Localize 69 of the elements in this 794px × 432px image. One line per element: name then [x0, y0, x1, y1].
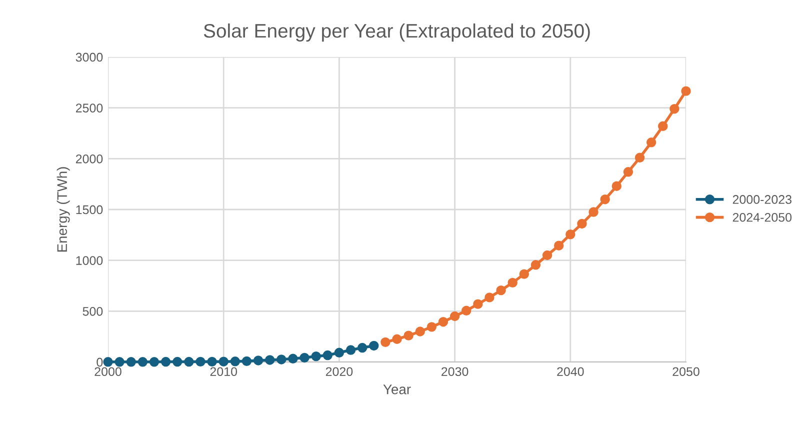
point	[218, 356, 228, 366]
point	[670, 104, 680, 114]
point	[496, 285, 506, 296]
point	[311, 351, 321, 362]
chart-title: Solar Energy per Year (Extrapolated to 2050)	[204, 23, 590, 42]
y-axis-title: Energy (TWh)	[56, 167, 70, 252]
point	[554, 240, 564, 250]
point	[103, 357, 113, 367]
point	[450, 311, 460, 322]
point	[334, 348, 344, 358]
y-tick-label: 1000	[76, 256, 103, 265]
y-tick-label: 0	[96, 358, 103, 367]
point	[346, 345, 356, 355]
point	[357, 342, 368, 353]
point	[600, 194, 610, 204]
point	[172, 356, 182, 367]
point	[623, 167, 634, 177]
y-tick-label: 3000	[76, 52, 103, 62]
y-tick-label: 2500	[76, 104, 103, 112]
point	[612, 181, 622, 191]
point	[681, 86, 691, 96]
point	[230, 356, 240, 366]
x-tick-label: 2040	[557, 367, 584, 376]
point	[264, 355, 275, 365]
y-tick-label: 2000	[76, 154, 103, 164]
point	[114, 357, 124, 367]
point	[566, 230, 576, 240]
point	[126, 357, 136, 367]
point	[646, 138, 656, 148]
point	[588, 207, 598, 217]
point	[634, 152, 645, 163]
point	[380, 337, 390, 348]
point	[462, 306, 472, 316]
point	[242, 356, 252, 366]
point	[149, 357, 160, 367]
point	[519, 269, 530, 279]
x-tick-label: 2050	[672, 367, 700, 376]
x-tick-label: 2020	[326, 367, 353, 376]
point	[542, 250, 552, 260]
y-tick-label: 500	[82, 306, 103, 316]
point	[322, 350, 332, 360]
point	[276, 354, 286, 364]
x-tick-label: 2000	[94, 367, 122, 376]
point	[530, 260, 541, 270]
point	[508, 278, 518, 288]
x-axis-title: Year	[383, 384, 411, 394]
x-tick-label: 2010	[210, 367, 238, 376]
point	[438, 316, 448, 327]
point	[392, 334, 402, 344]
legend-label: 2000-2023	[732, 195, 792, 204]
y-tick-label: 1500	[76, 205, 103, 214]
point	[369, 340, 379, 351]
point	[253, 356, 264, 366]
point	[184, 356, 194, 367]
point	[473, 299, 483, 309]
point	[207, 356, 217, 367]
point	[484, 292, 494, 302]
point	[160, 356, 171, 367]
point	[138, 357, 148, 367]
point	[415, 326, 425, 336]
point	[196, 356, 206, 367]
point	[658, 121, 668, 131]
legend-label: 2024-2050	[732, 212, 792, 222]
x-tick-label: 2030	[442, 367, 468, 376]
point	[577, 218, 587, 229]
point	[300, 352, 310, 363]
point	[426, 322, 437, 332]
point	[404, 330, 414, 340]
point	[288, 354, 298, 364]
